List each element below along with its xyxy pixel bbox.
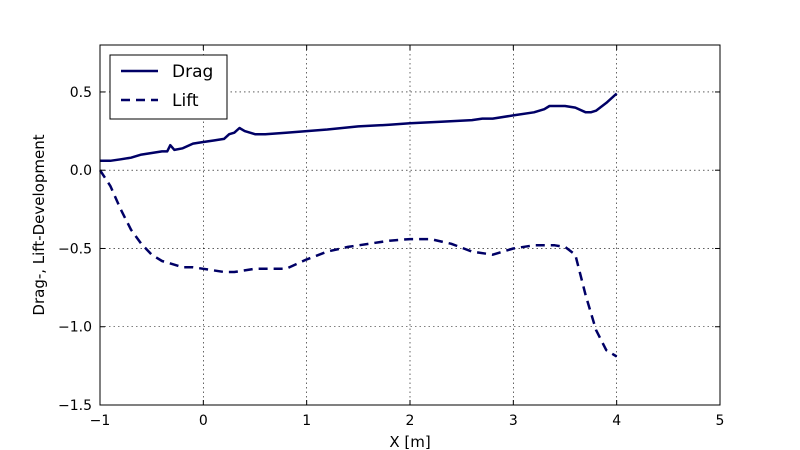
legend-label-lift: Lift [172, 91, 199, 111]
legend: Drag Lift [109, 54, 228, 120]
x-tick-label: 0 [199, 413, 208, 429]
legend-label-drag: Drag [172, 62, 213, 82]
y-axis-label: Drag-, Lift-Development [30, 134, 48, 315]
series-layer [98, 92, 618, 358]
series-line-drag [100, 92, 618, 163]
legend-box [109, 54, 228, 120]
x-tick-label: 1 [302, 413, 311, 429]
x-tick-label: −1 [90, 413, 111, 429]
y-tick-label: −1.0 [58, 320, 92, 336]
y-tick-label: −1.5 [58, 398, 92, 414]
x-tick-label: 2 [406, 413, 415, 429]
x-tick-label: 5 [716, 413, 725, 429]
y-tick-label: 0.0 [70, 163, 92, 179]
x-axis-label: X [m] [389, 433, 430, 450]
series-line-lift [98, 169, 618, 358]
axis-ticks: −1 0 1 2 3 4 5 −1.5 −1.0 −0.5 0.0 0.5 [58, 45, 724, 429]
x-tick-label: 4 [612, 413, 621, 429]
x-tick-label: 3 [509, 413, 518, 429]
y-tick-label: 0.5 [70, 85, 92, 101]
y-tick-label: −0.5 [58, 241, 92, 257]
